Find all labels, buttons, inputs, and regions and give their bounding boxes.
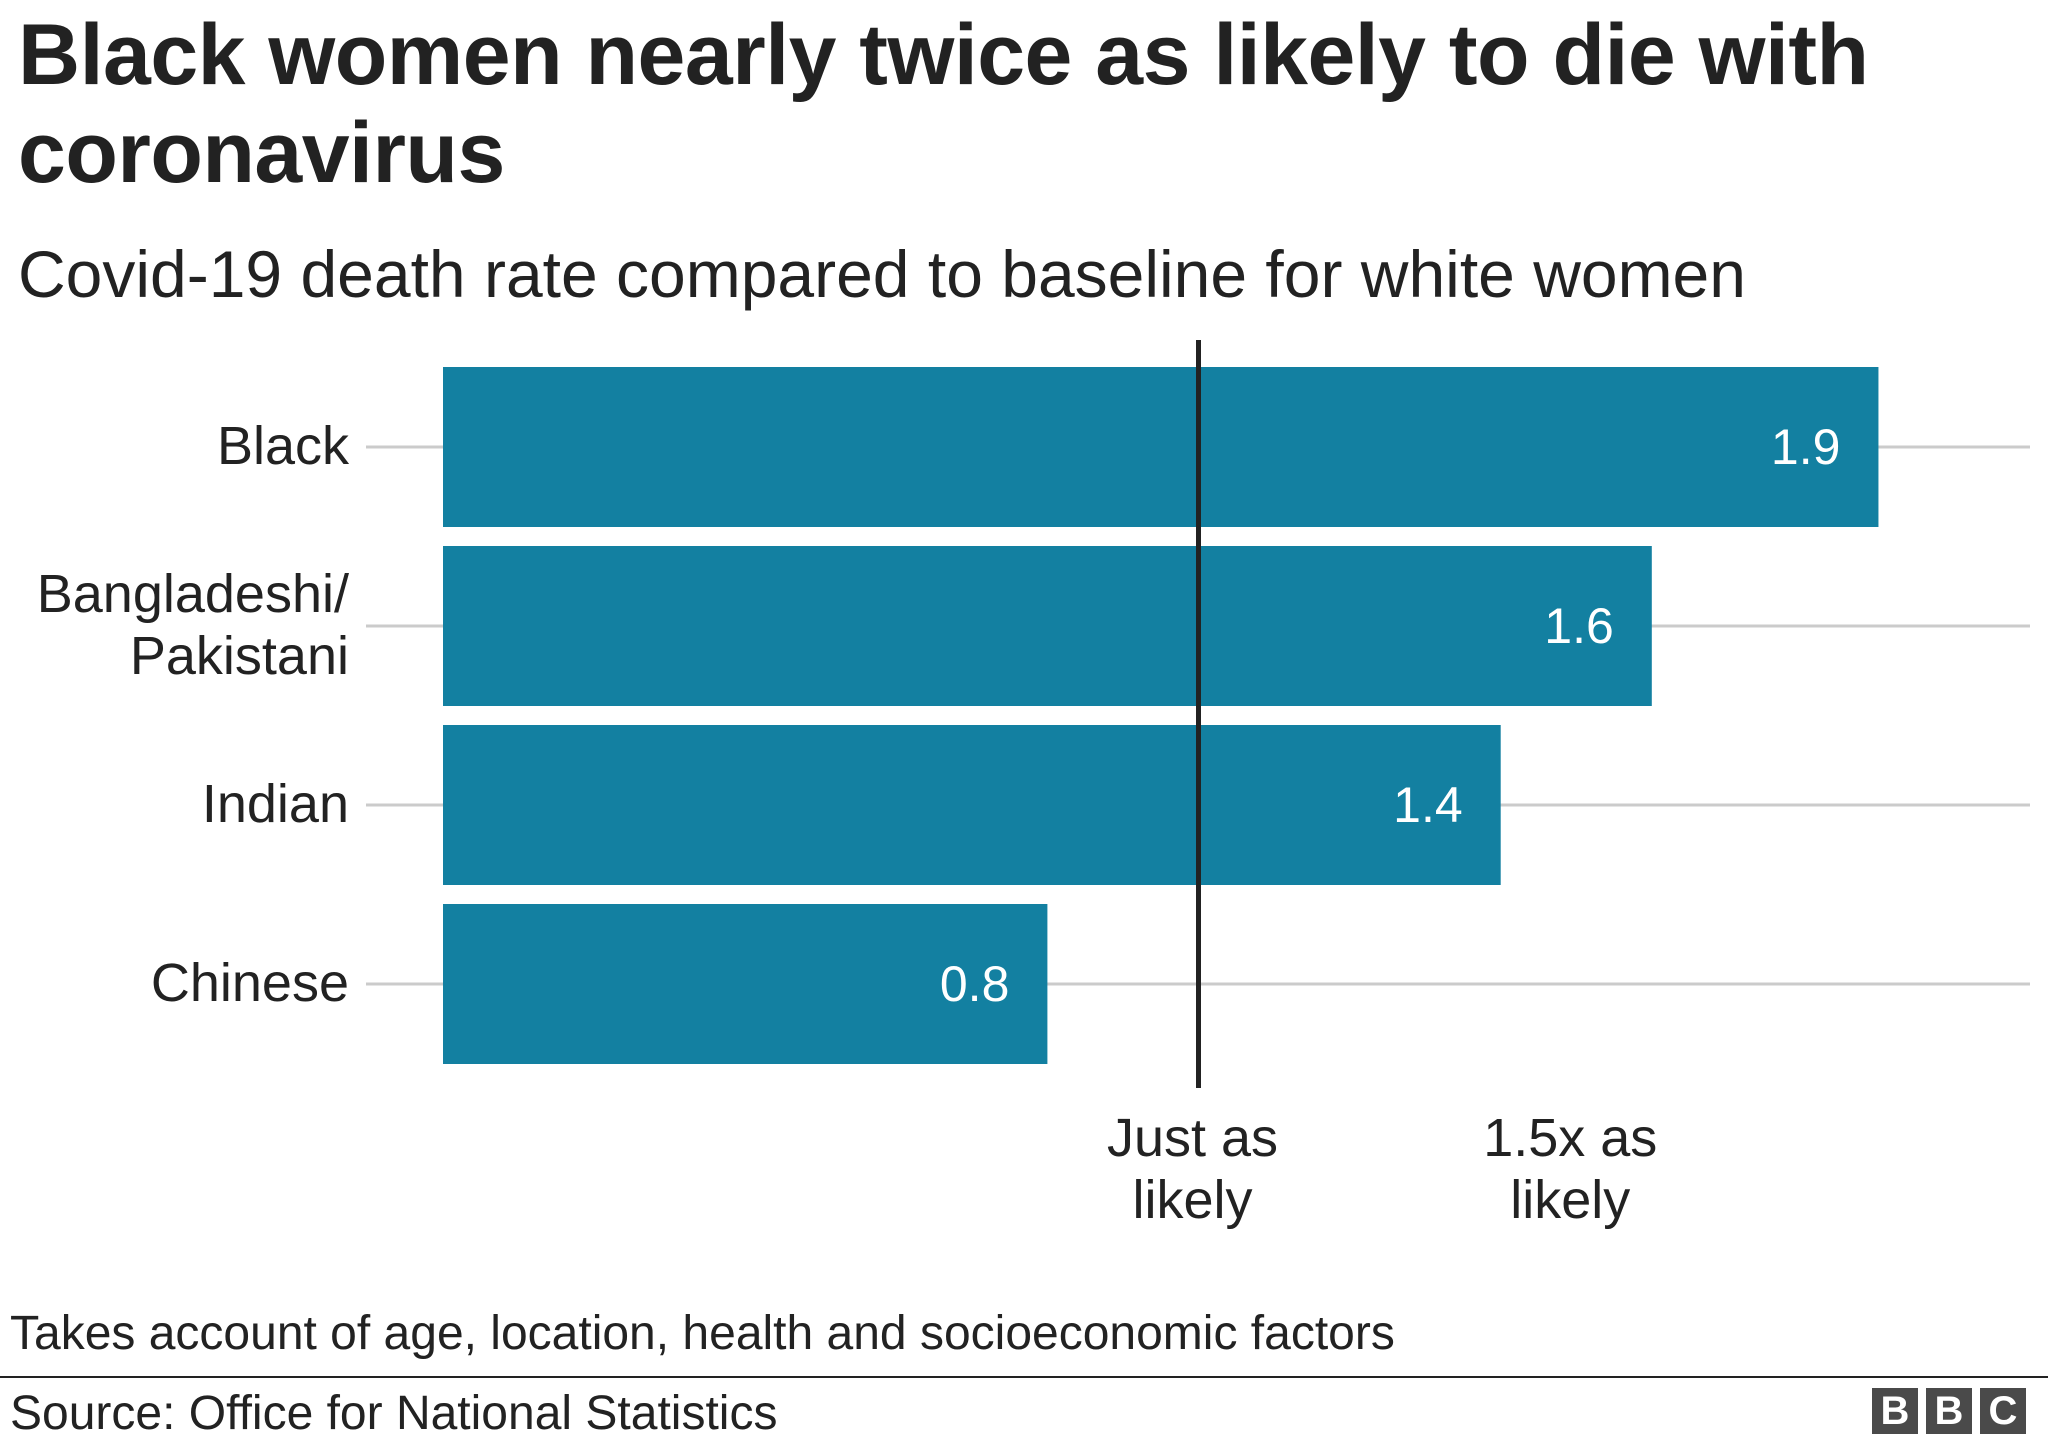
bar — [443, 904, 1048, 1064]
bar — [443, 546, 1652, 706]
bar — [443, 367, 1879, 527]
bbc-logo-letter-b1: B — [1872, 1388, 1918, 1434]
bar-value-label: 1.6 — [1544, 598, 1614, 654]
bars — [443, 367, 1879, 1064]
chart-subtitle: Covid-19 death rate compared to baseline… — [18, 237, 1746, 311]
bar-value-label: 1.9 — [1771, 419, 1841, 475]
bar — [443, 725, 1501, 885]
bbc-logo-letter-c: C — [1980, 1388, 2026, 1434]
bbc-logo: B B C — [1872, 1388, 2026, 1434]
chart-source: Source: Office for National Statistics — [10, 1387, 778, 1440]
chart-footnote: Takes account of age, location, health a… — [10, 1307, 1395, 1360]
labels: 1.9 Black 1.6 Bangladeshi/Pakistani 1.4 India… — [37, 416, 1841, 1230]
category-label: Bangladeshi/Pakistani — [37, 564, 349, 686]
category-label: Black — [217, 416, 350, 476]
category-label: Indian — [202, 774, 349, 834]
chart-title: Black women nearly twice as likely to di… — [18, 7, 1869, 201]
x-tick-label: 1.5x as likely — [1483, 1108, 1657, 1230]
bar-value-label: 0.8 — [940, 956, 1010, 1012]
bbc-logo-letter-b2: B — [1926, 1388, 1972, 1434]
bar-value-label: 1.4 — [1393, 777, 1463, 833]
category-label: Chinese — [151, 953, 349, 1013]
x-tick-label: Just as likely — [1107, 1108, 1278, 1230]
footer-divider — [0, 1376, 2048, 1378]
